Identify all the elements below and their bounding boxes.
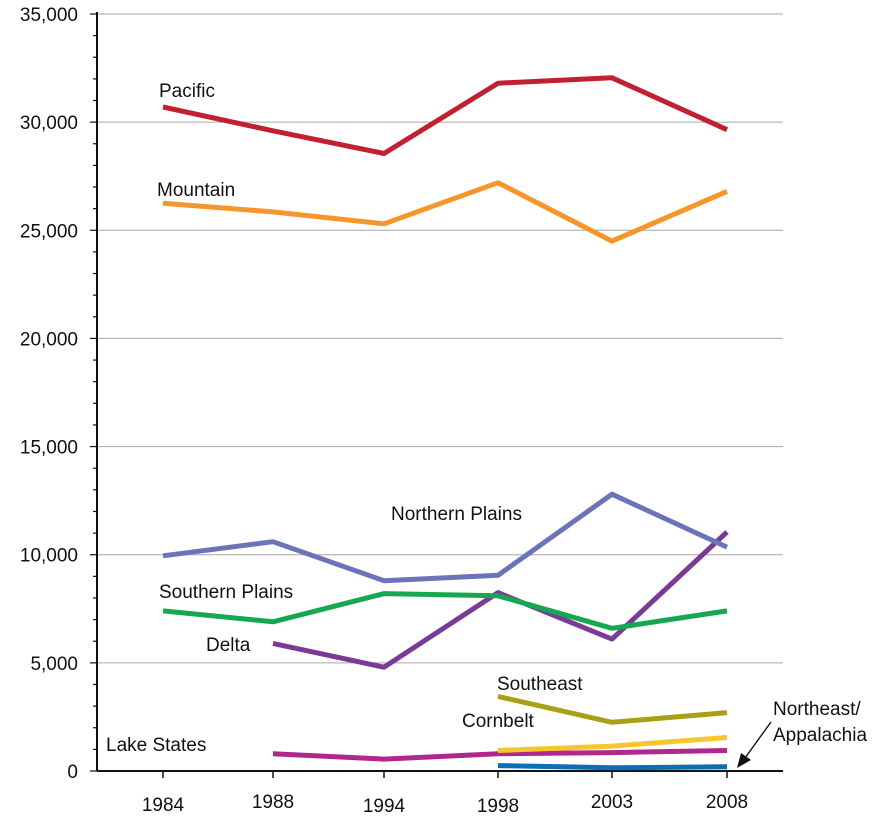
y-tick-label: 30,000: [20, 113, 78, 134]
series-label-southern-plains: Southern Plains: [159, 582, 293, 603]
series-label-pacific: Pacific: [159, 81, 215, 102]
series-line-northern-plains: [162, 491, 729, 584]
series-label-delta: Delta: [206, 635, 251, 656]
series-line-mountain: [162, 180, 728, 244]
y-tick-label: 15,000: [20, 438, 78, 459]
y-axis: 0 5,000 10,000 15,000 20,000 25,000 30,000 35,0…: [20, 5, 98, 783]
series-line-delta: [272, 530, 729, 670]
series-line-lake-states: [272, 748, 728, 762]
y-tick-label: 35,000: [20, 5, 78, 26]
y-tick-label: 25,000: [20, 221, 78, 242]
series-label-mountain: Mountain: [157, 180, 235, 201]
y-tick-label: 5,000: [30, 654, 78, 675]
series-line-southern-plains: [162, 591, 728, 631]
annotation-arrow-head: [737, 753, 751, 768]
y-tick-label: 20,000: [20, 329, 78, 350]
x-axis: 1984 1988 1994 1998 2003 2008: [97, 770, 783, 817]
series-line-cornbelt: [497, 735, 728, 753]
x-tick-label: 2003: [591, 792, 633, 813]
x-tick-label: 1998: [477, 796, 519, 817]
series-label-northeast-line2: Appalachia: [773, 725, 867, 746]
x-tick-label: 2008: [706, 792, 748, 813]
series-label-southeast: Southeast: [497, 674, 583, 695]
annotation-arrow-line: [744, 721, 772, 759]
series-label-northern-plains: Northern Plains: [391, 504, 522, 525]
series-label-northeast-line1: Northeast/: [773, 699, 861, 720]
grid-lines: [97, 13, 783, 664]
x-tick-label: 1984: [142, 795, 185, 816]
x-tick-label: 1988: [252, 792, 294, 813]
series-lines: [162, 75, 729, 771]
series-line-northeast-appalachia: [497, 763, 728, 771]
y-tick-label: 10,000: [20, 546, 78, 567]
series-line-southeast: [497, 693, 728, 725]
y-tick-label: 0: [67, 762, 78, 783]
series-line-pacific: [162, 75, 729, 156]
series-label-lake-states: Lake States: [106, 735, 206, 756]
series-label-cornbelt: Cornbelt: [462, 711, 535, 732]
x-tick-label: 1994: [363, 796, 406, 817]
series-labels: Pacific Mountain Northern Plains Southern P…: [106, 81, 867, 768]
